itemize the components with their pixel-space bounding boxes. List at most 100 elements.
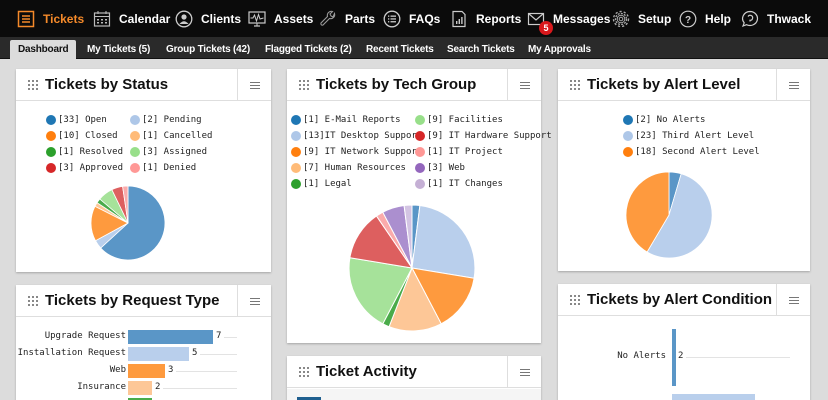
- legend-dot-icon: [291, 147, 301, 157]
- widget-header: Ticket Activity: [287, 356, 541, 388]
- envelope-icon: [527, 10, 545, 28]
- legend-item[interactable]: [1] Denied: [130, 162, 196, 174]
- legend-label: [1] Cancelled: [142, 131, 213, 141]
- legend-item[interactable]: [9] IT Network Support: [291, 146, 422, 158]
- nav-thwack[interactable]: Thwack: [741, 0, 811, 37]
- legend-label: [3] Assigned: [142, 147, 208, 157]
- legend-item[interactable]: [3] Approved: [46, 162, 123, 174]
- legend-label: [13]IT Desktop Support: [303, 131, 423, 141]
- nav-assets[interactable]: Assets: [248, 0, 313, 37]
- legend-label: [1] IT Changes: [427, 179, 503, 189]
- legend-item[interactable]: [3] Web: [415, 162, 465, 174]
- alert-level-pie-chart[interactable]: [625, 171, 713, 259]
- legend-dot-icon: [130, 147, 140, 157]
- legend-item[interactable]: [9] IT Hardware Support: [415, 130, 552, 142]
- legend-item[interactable]: [33] Open: [46, 114, 107, 126]
- widget-menu-button[interactable]: [507, 69, 541, 101]
- legend-item[interactable]: [1] E-Mail Reports: [291, 114, 401, 126]
- legend-label: [33] Open: [58, 115, 107, 125]
- nav-faqs[interactable]: FAQs: [383, 0, 440, 37]
- legend-dot-icon: [291, 115, 301, 125]
- list-circle-icon: [383, 10, 401, 28]
- legend-dot-icon: [130, 115, 140, 125]
- hamburger-icon: [519, 81, 530, 89]
- legend-item[interactable]: [1] IT Changes: [415, 178, 503, 190]
- bar-row[interactable]: No Alerts 2: [558, 350, 810, 364]
- nav-clients[interactable]: Clients: [175, 0, 241, 37]
- legend-item[interactable]: [1] Resolved: [46, 146, 123, 158]
- tab-recent-tickets[interactable]: Recent Tickets: [366, 44, 434, 55]
- messages-count-badge: 5: [539, 21, 553, 35]
- legend-item[interactable]: [1] Legal: [291, 178, 352, 190]
- bar-label: Web: [109, 365, 126, 375]
- list-icon: [17, 10, 35, 28]
- bar-row[interactable]: Installation Request 5: [16, 347, 271, 361]
- legend-item[interactable]: [1] IT Project: [415, 146, 503, 158]
- tab-search-tickets[interactable]: Search Tickets: [447, 44, 515, 55]
- nav-messages[interactable]: 5 Messages: [527, 0, 610, 37]
- drag-handle-icon[interactable]: [299, 80, 309, 90]
- legend-dot-icon: [623, 131, 633, 141]
- gridline: [163, 388, 237, 389]
- legend-item[interactable]: [3] Assigned: [130, 146, 207, 158]
- nav-reports-label: Reports: [476, 11, 522, 26]
- legend-label: [18] Second Alert Level: [635, 147, 760, 157]
- nav-calendar[interactable]: Calendar: [93, 0, 170, 37]
- widget-menu-button[interactable]: [507, 356, 541, 388]
- legend-item[interactable]: [13]IT Desktop Support: [291, 130, 422, 142]
- legend-item[interactable]: [7] Human Resources: [291, 162, 406, 174]
- bar-row[interactable]: Insurance 2: [16, 381, 271, 395]
- sub-navigation: Dashboard My Tickets (5) Group Tickets (…: [0, 37, 828, 59]
- widget-menu-button[interactable]: [776, 69, 810, 101]
- nav-parts[interactable]: Parts: [319, 0, 375, 37]
- widget-menu-button[interactable]: [237, 69, 271, 101]
- bar: [672, 394, 755, 400]
- legend-dot-icon: [46, 163, 56, 173]
- gridline: [200, 354, 237, 355]
- legend-item[interactable]: [9] Facilities: [415, 114, 503, 126]
- widget-title: Tickets by Tech Group: [316, 76, 477, 93]
- nav-thwack-label: Thwack: [767, 11, 812, 26]
- legend-item[interactable]: [1] Cancelled: [130, 130, 212, 142]
- gridline: [686, 357, 790, 358]
- drag-handle-icon[interactable]: [299, 367, 309, 377]
- drag-handle-icon[interactable]: [570, 295, 580, 305]
- nav-messages-label: Messages: [553, 11, 611, 26]
- legend-label: [9] IT Hardware Support: [427, 131, 552, 141]
- legend-item[interactable]: [2] No Alerts: [623, 114, 705, 126]
- legend-label: [23] Third Alert Level: [635, 131, 755, 141]
- tab-flagged-tickets[interactable]: Flagged Tickets (2): [265, 44, 352, 55]
- legend-item[interactable]: [10] Closed: [46, 130, 118, 142]
- widget-menu-button[interactable]: [237, 285, 271, 317]
- bar-row[interactable]: Web 3: [16, 364, 271, 378]
- status-pie-chart[interactable]: [90, 185, 166, 261]
- legend-item[interactable]: [18] Second Alert Level: [623, 146, 760, 158]
- bar-value: 7: [216, 331, 222, 341]
- legend-item[interactable]: [2] Pending: [130, 114, 202, 126]
- drag-handle-icon[interactable]: [570, 80, 580, 90]
- activity-item[interactable]: [297, 397, 321, 400]
- nav-reports[interactable]: Reports: [450, 0, 521, 37]
- legend-dot-icon: [291, 179, 301, 189]
- drag-handle-icon[interactable]: [28, 80, 38, 90]
- legend-item[interactable]: [23] Third Alert Level: [623, 130, 754, 142]
- nav-tickets[interactable]: Tickets: [17, 0, 84, 37]
- nav-setup[interactable]: Setup: [612, 0, 671, 37]
- legend-label: [3] Approved: [58, 163, 124, 173]
- nav-help[interactable]: ? Help: [679, 0, 731, 37]
- bar: [672, 329, 676, 386]
- tech-group-pie-chart[interactable]: [348, 204, 476, 332]
- bar: [128, 347, 189, 361]
- legend-dot-icon: [291, 163, 301, 173]
- widget-menu-button[interactable]: [776, 284, 810, 316]
- bar-label: Insurance: [77, 382, 126, 392]
- tab-my-tickets[interactable]: My Tickets (5): [87, 44, 151, 55]
- widget-tickets-by-alert-level: Tickets by Alert Level [2] No Alerts [23…: [558, 69, 810, 271]
- legend-label: [9] Facilities: [427, 115, 503, 125]
- bar-label: No Alerts: [617, 351, 666, 361]
- tab-dashboard[interactable]: Dashboard: [10, 40, 77, 59]
- drag-handle-icon[interactable]: [28, 296, 38, 306]
- bar-row[interactable]: Upgrade Request 7: [16, 330, 271, 344]
- tab-group-tickets[interactable]: Group Tickets (42): [166, 44, 251, 55]
- tab-my-approvals[interactable]: My Approvals: [528, 44, 591, 55]
